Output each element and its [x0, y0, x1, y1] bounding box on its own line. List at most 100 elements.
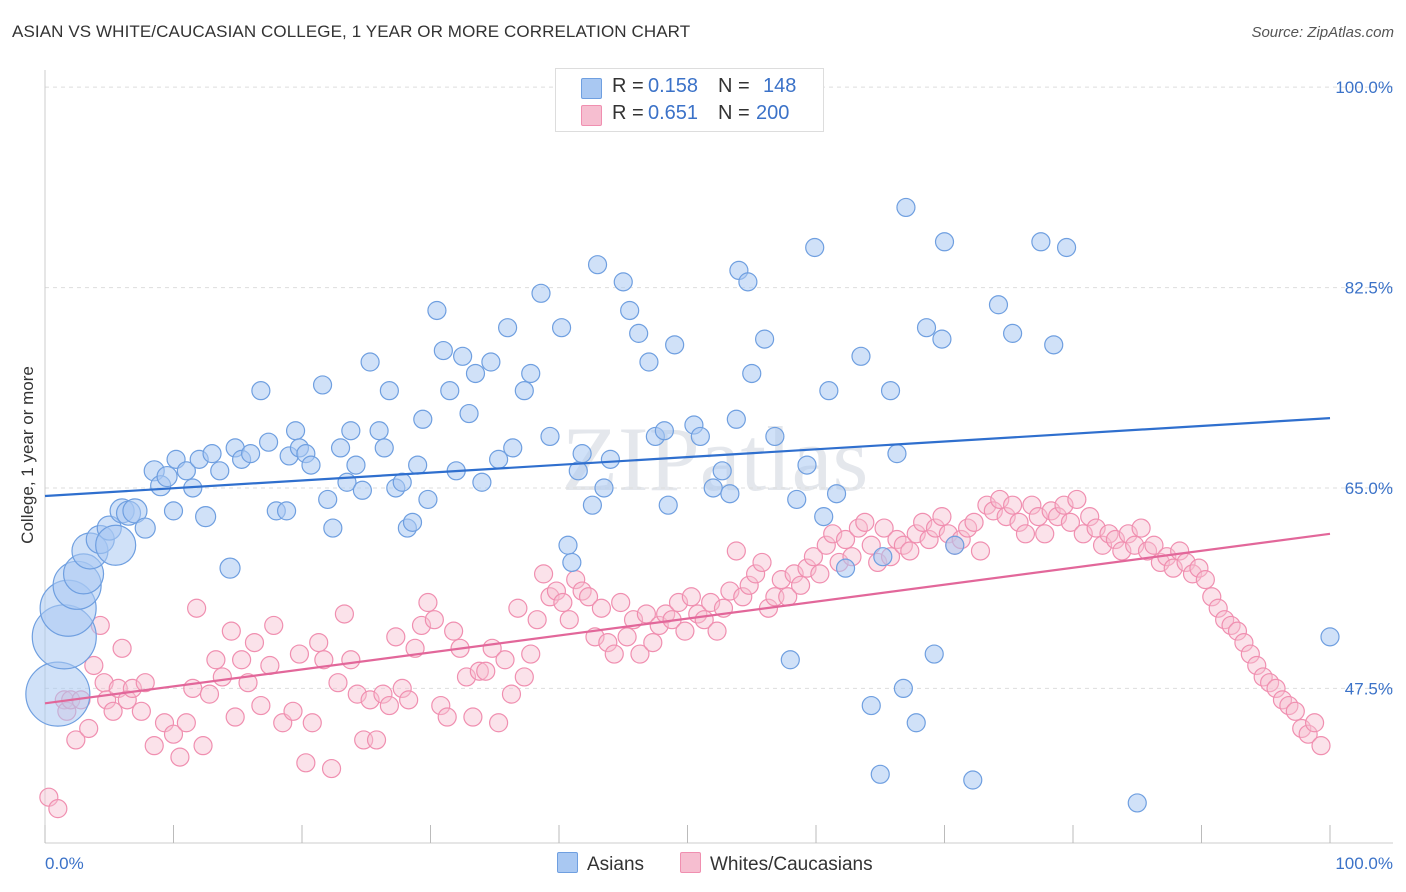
data-point	[459, 403, 479, 424]
data-point	[283, 701, 303, 721]
data-point	[611, 592, 631, 613]
data-point	[934, 232, 955, 252]
data-point	[562, 552, 582, 573]
data-point	[289, 644, 310, 664]
data-point	[444, 621, 464, 641]
data-point	[553, 592, 573, 613]
data-point	[440, 381, 460, 401]
data-point	[334, 604, 355, 624]
data-point	[463, 707, 483, 727]
data-point	[202, 444, 222, 464]
data-point	[79, 718, 99, 739]
data-point	[814, 507, 834, 527]
n-label: N =	[718, 75, 750, 97]
data-point	[826, 484, 847, 504]
data-point	[916, 318, 937, 338]
data-point	[1247, 655, 1267, 676]
data-point	[1202, 587, 1222, 607]
correlation-legend: R = 0.158 N = 148 R = 0.651 N = 200	[555, 68, 824, 132]
data-point	[906, 713, 926, 733]
data-point	[594, 478, 614, 498]
series-asians	[25, 197, 1340, 813]
y-tick-label: 82.5%	[1345, 279, 1393, 298]
data-point	[970, 541, 991, 561]
data-point	[437, 707, 457, 727]
data-point	[433, 340, 453, 361]
data-point	[392, 678, 412, 699]
data-point	[489, 713, 509, 733]
data-point	[1189, 558, 1209, 578]
data-point	[251, 695, 271, 716]
data-point	[1285, 701, 1305, 721]
data-point	[476, 661, 496, 681]
data-point	[1127, 793, 1147, 813]
data-point	[945, 535, 965, 555]
data-point	[861, 535, 881, 555]
data-point	[582, 495, 603, 515]
y-tick-label: 47.5%	[1345, 679, 1393, 698]
data-point	[790, 575, 811, 595]
data-point	[797, 455, 817, 475]
data-point	[598, 632, 618, 653]
data-point	[900, 541, 920, 561]
data-point	[752, 552, 772, 573]
data-point	[25, 661, 91, 727]
data-point	[932, 329, 952, 349]
r-value-asians: 0.158	[648, 75, 699, 97]
data-point	[241, 444, 261, 464]
data-point	[418, 592, 438, 613]
data-point	[508, 598, 528, 618]
data-point	[472, 472, 492, 492]
data-point	[639, 352, 659, 372]
data-point	[469, 661, 489, 681]
data-point	[341, 421, 361, 441]
data-point	[963, 770, 983, 790]
data-point	[328, 673, 348, 693]
data-point	[604, 644, 624, 664]
data-point	[988, 295, 1009, 315]
data-point	[1311, 736, 1331, 756]
data-point	[521, 363, 541, 384]
data-point	[675, 621, 695, 641]
data-point	[103, 701, 123, 721]
data-point	[1009, 512, 1029, 532]
data-point	[1227, 621, 1248, 641]
data-point	[498, 318, 518, 338]
y-tick-label: 65.0%	[1345, 479, 1393, 498]
data-point	[703, 478, 723, 498]
data-point	[323, 518, 343, 538]
data-point	[932, 507, 952, 527]
data-point	[369, 421, 389, 441]
data-point	[780, 650, 800, 670]
data-point	[258, 432, 279, 452]
data-point	[117, 690, 137, 710]
series-whites-caucasians	[39, 489, 1331, 819]
data-point	[379, 381, 399, 401]
data-point	[742, 363, 762, 384]
data-point	[465, 363, 486, 384]
source-credit: Source: ZipAtlas.com	[1251, 24, 1394, 41]
data-point	[1056, 237, 1077, 258]
legend-item-whites: Whites/Caucasians	[680, 852, 873, 876]
data-point	[896, 197, 916, 218]
data-point	[851, 346, 871, 366]
data-point	[163, 724, 184, 744]
r-label: R =	[612, 102, 644, 124]
data-point	[819, 381, 839, 401]
data-point	[503, 438, 523, 458]
data-point	[251, 381, 271, 401]
data-point	[712, 461, 732, 481]
data-point	[658, 495, 678, 515]
data-point	[176, 713, 196, 733]
data-point	[210, 461, 230, 481]
data-point	[873, 547, 893, 567]
data-point	[1208, 598, 1228, 618]
data-point	[964, 512, 984, 532]
data-point	[112, 638, 132, 658]
data-point	[707, 621, 727, 641]
data-point	[501, 684, 522, 704]
data-point	[374, 438, 394, 458]
data-point	[880, 381, 901, 401]
data-point	[738, 272, 758, 292]
x-tick-label: 100.0%	[1335, 854, 1393, 873]
